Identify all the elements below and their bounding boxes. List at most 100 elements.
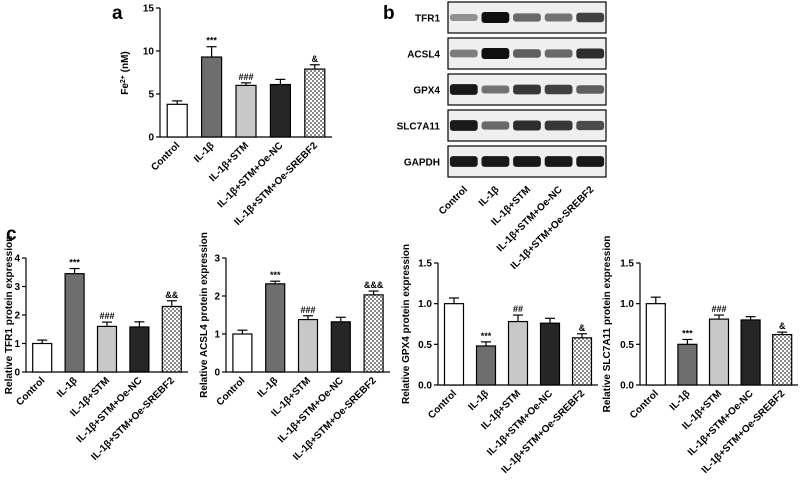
blot-band [449, 13, 478, 22]
significance-label: & [779, 321, 786, 331]
blot-lane-label: Control [437, 184, 470, 217]
x-category-label: Control [215, 375, 248, 408]
bar [645, 303, 666, 386]
x-category-label: IL-1β [192, 140, 217, 165]
y-tick-label: 2 [214, 292, 220, 303]
x-category-label: IL-1β [55, 375, 80, 400]
significance-label: *** [206, 36, 217, 46]
y-tick-label: 0 [214, 368, 220, 379]
y-tick-label: 0.5 [418, 340, 432, 351]
blot-band [449, 156, 478, 167]
x-category-label: IL-1β+STM+Oe-NC [216, 140, 286, 210]
blot-band [544, 13, 573, 22]
blot-band [513, 13, 541, 22]
blot-band [481, 156, 510, 167]
bar [571, 337, 593, 386]
significance-label: &&& [364, 280, 384, 290]
x-category-label: Control [149, 140, 182, 173]
blot-band [544, 156, 573, 167]
blot-band-label: SLC7A11 [397, 122, 441, 133]
bar [232, 333, 253, 373]
y-tick-label: 5 [148, 90, 154, 101]
y-axis-label: Relative TFR1 protein expression [4, 236, 15, 394]
blot-band [576, 12, 605, 23]
significance-label: *** [682, 328, 693, 338]
bar [201, 56, 223, 138]
panel-label-a: a [112, 3, 123, 24]
chart-slc7a11-panel: 0.0 0.5 1.0 1.5 Relative SLC7A11 protein exp… [602, 236, 798, 476]
bar [166, 103, 188, 138]
y-tick-label: 3 [14, 282, 20, 293]
blot-band [544, 84, 573, 95]
blot-band [481, 12, 510, 23]
blot-band-label: GAPDH [404, 158, 440, 169]
bar [161, 305, 182, 373]
x-category-label: IL-1β [256, 375, 281, 400]
y-tick-label: 0.5 [620, 340, 634, 351]
significance-label: *** [270, 270, 281, 280]
significance-label: ### [300, 305, 315, 315]
chart-gpx4-panel: 0.0 0.5 1.0 1.5 Relative GPX4 protein expres… [401, 244, 598, 476]
y-tick-label: 15 [143, 4, 155, 15]
significance-label: & [579, 323, 586, 333]
bar [539, 322, 561, 386]
blot-band [576, 120, 605, 131]
y-tick-label: 1.0 [620, 299, 634, 310]
bar [475, 345, 497, 386]
significance-label: *** [481, 331, 492, 341]
blot-band [481, 48, 510, 59]
blot-band [544, 49, 573, 58]
bar [297, 318, 319, 373]
blot-band [576, 85, 605, 94]
blot-band [513, 84, 541, 95]
bar [772, 333, 793, 386]
bar [507, 320, 529, 386]
blot-band [576, 156, 605, 167]
blot-band [513, 49, 541, 58]
bar [363, 294, 384, 373]
y-tick-label: 3 [214, 254, 220, 265]
significance-label: && [165, 290, 178, 300]
x-category-label: IL-1β [668, 388, 693, 413]
bar [64, 273, 85, 373]
blot-band [481, 85, 510, 94]
significance-label: ### [99, 311, 114, 321]
blot-band [449, 49, 478, 58]
y-tick-label: 0.0 [620, 381, 634, 392]
bar [235, 84, 257, 138]
blot-band [481, 121, 510, 130]
blot-band-label: GPX4 [413, 86, 440, 97]
significance-label: & [312, 54, 319, 64]
significance-label: ## [513, 304, 523, 314]
blot-band [576, 48, 605, 59]
blot-band [513, 120, 541, 131]
significance-label: ### [238, 72, 253, 82]
chart-acsl4-panel: 0 1 2 3 Relative ACSL4 protein expression Con… [199, 232, 390, 463]
y-axis-label: Relative SLC7A11 protein expression [602, 236, 613, 413]
blot-band [449, 120, 478, 131]
bar [32, 342, 53, 373]
y-tick-label: 1 [14, 339, 20, 350]
bar [129, 326, 150, 373]
y-tick-label: 0 [148, 133, 154, 144]
blot-band-label: TFR1 [415, 14, 440, 25]
y-tick-label: 1.5 [418, 259, 432, 270]
y-tick-label: 0 [14, 368, 20, 379]
blot-band [513, 156, 541, 167]
y-tick-label: 1.0 [418, 299, 432, 310]
y-tick-label: 1.5 [620, 259, 634, 270]
panel-label-b: b [383, 3, 395, 24]
y-axis-label: Relative ACSL4 protein expression [199, 232, 210, 398]
bar [708, 318, 730, 386]
y-tick-label: 4 [14, 254, 20, 265]
y-axis-label: Fe2+ (nM) [120, 51, 132, 95]
significance-label: *** [69, 258, 80, 268]
bar [96, 325, 118, 373]
significance-label: ### [711, 304, 726, 314]
blot-band-label: ACSL4 [407, 50, 440, 61]
y-tick-label: 0.0 [418, 381, 432, 392]
bar [443, 303, 465, 386]
chart-fe2-panel-a: 0 5 10 15 Fe2+ (nM) Control *** IL-1β ### IL-1β+S… [120, 4, 332, 228]
